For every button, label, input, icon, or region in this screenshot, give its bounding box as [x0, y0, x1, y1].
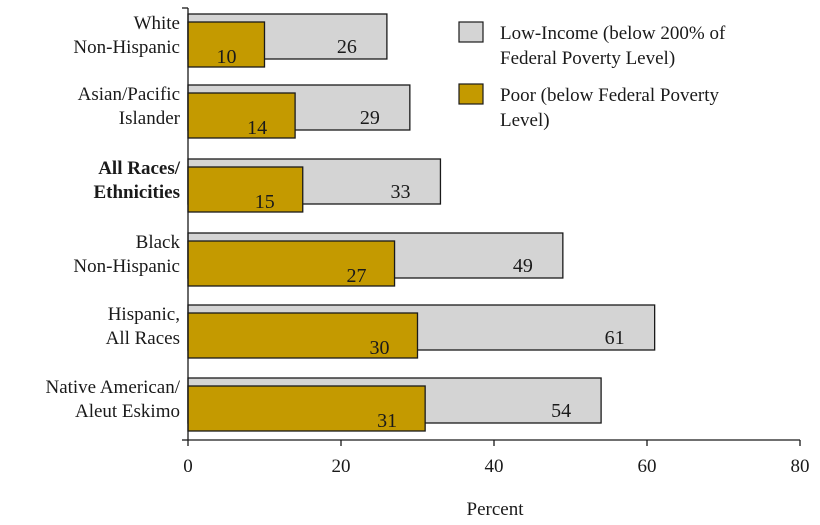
category-label-line: Ethnicities [93, 182, 180, 203]
data-label-poor: 31 [377, 410, 397, 432]
data-label-low-income: 54 [551, 400, 571, 422]
category-label: White Non-Hispanic [73, 13, 180, 58]
bar-poor [187, 21, 266, 68]
data-label-poor: 30 [370, 337, 390, 359]
category-label-line: Native American/ [45, 377, 180, 398]
category-label-line: Non-Hispanic [73, 256, 180, 277]
legend-swatch [458, 21, 484, 43]
category-label-line: All Races/ [98, 158, 181, 179]
x-tick-label: 0 [183, 456, 193, 477]
bar-group-black-non-hispanic: 49 27 Black Non-Hispanic [73, 232, 564, 287]
data-label-poor: 14 [247, 117, 267, 139]
bar-poor [187, 312, 419, 359]
bars-layer: 26 10 White Non-Hispanic 29 14 Asian/Pacific Is… [45, 13, 656, 432]
data-label-low-income: 33 [390, 181, 410, 203]
legend-label: Poor (below Federal Poverty Level) [500, 85, 719, 131]
bar-poor [187, 92, 296, 139]
bar-poor [187, 166, 304, 213]
bar-poor [187, 385, 426, 432]
legend-swatch [458, 83, 484, 105]
legend: Low-Income (below 200% of Federal Poverty… [458, 21, 726, 131]
category-label: Hispanic, All Races [106, 304, 180, 349]
x-tick-label: 20 [332, 456, 351, 477]
bar-group-all-races-ethnicities: 33 15 All Races/Ethnicities [93, 158, 442, 213]
data-label-poor: 15 [255, 191, 275, 213]
category-label-line: Asian/Pacific [78, 84, 180, 105]
data-label-low-income: 26 [337, 36, 357, 58]
bar-group-white-non-hispanic: 26 10 White Non-Hispanic [73, 13, 388, 68]
bar-group-native-american-aleut-eskimo: 54 31 Native American/Aleut Eskimo [45, 377, 602, 432]
legend-item-poor: Poor (below Federal Poverty Level) [458, 83, 719, 131]
x-axis-title: Percent [467, 499, 525, 520]
data-label-poor: 27 [347, 265, 367, 287]
category-label-line: All Races [106, 328, 180, 349]
category-label: Native American/Aleut Eskimo [45, 377, 180, 422]
legend-item-low-income: Low-Income (below 200% of Federal Poverty… [458, 21, 726, 69]
x-tick-label: 80 [791, 456, 810, 477]
category-label: Black Non-Hispanic [73, 232, 180, 277]
category-label: Asian/Pacific Islander [78, 84, 181, 129]
data-label-low-income: 61 [605, 327, 625, 349]
data-label-low-income: 29 [360, 107, 380, 129]
category-label-line: Black [136, 232, 181, 253]
x-tick-label: 40 [485, 456, 504, 477]
legend-label-line: Low-Income (below 200% of [500, 23, 726, 44]
legend-label: Low-Income (below 200% of Federal Poverty… [500, 23, 726, 69]
axes-layer: 0 20 40 60 80 [182, 7, 810, 477]
category-label: All Races/Ethnicities [93, 158, 180, 203]
legend-label-line: Federal Poverty Level) [500, 48, 675, 69]
category-label-line: Hispanic, [108, 304, 180, 325]
category-label-line: White [134, 13, 180, 34]
bar-group-asian-pacific-islander: 29 14 Asian/Pacific Islander [78, 84, 411, 139]
category-label-line: Islander [119, 108, 181, 129]
bar-group-hispanic-all-races: 61 30 Hispanic, All Races [106, 304, 656, 359]
data-label-low-income: 49 [513, 255, 533, 277]
legend-label-line: Level) [500, 110, 550, 131]
x-tick-label: 60 [638, 456, 657, 477]
category-label-line: Non-Hispanic [73, 37, 180, 58]
data-label-poor: 10 [217, 46, 237, 68]
category-label-line: Aleut Eskimo [75, 401, 180, 422]
legend-label-line: Poor (below Federal Poverty [500, 85, 719, 106]
